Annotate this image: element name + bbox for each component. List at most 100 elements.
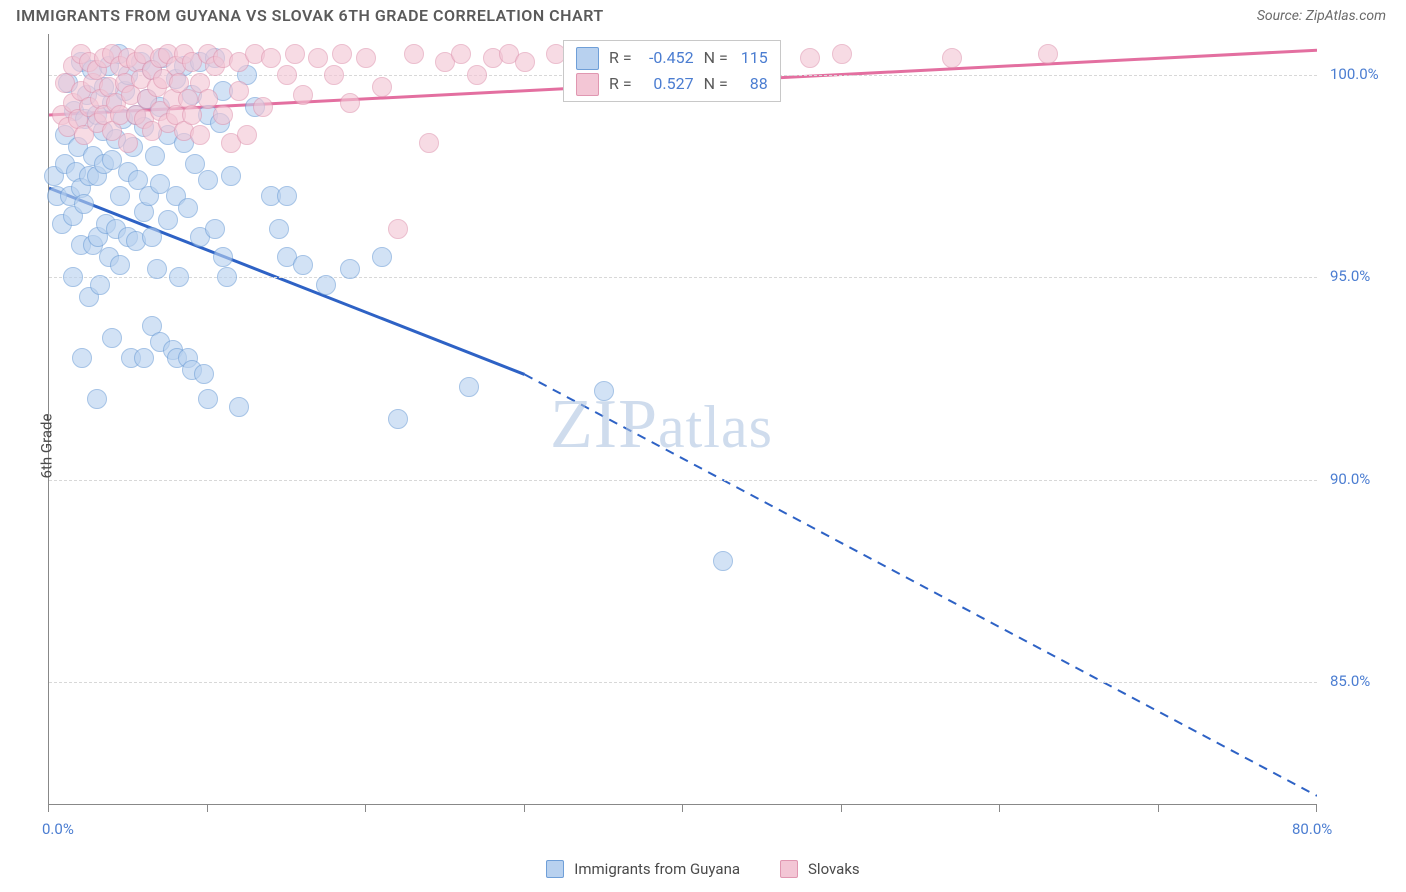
stats-row-slovaks: R = 0.527 N = 88 [576,71,768,97]
scatter-point [277,186,297,206]
legend-label-slovaks: Slovaks [808,860,860,878]
x-tick [682,804,683,812]
scatter-point [332,44,352,64]
scatter-point [90,275,110,295]
legend-swatch-guyana [546,860,564,878]
y-tick-label: 85.0% [1330,672,1370,690]
scatter-point [190,125,210,145]
scatter-point [237,125,257,145]
x-tick [999,804,1000,812]
scatter-point [942,48,962,68]
scatter-point [145,146,165,166]
scatter-point [229,397,249,417]
stats-n-slovaks: 88 [734,71,768,97]
scatter-point [142,227,162,247]
scatter-point [213,105,233,125]
scatter-point [388,409,408,429]
x-tick [841,804,842,812]
stats-n-guyana: 115 [734,45,768,71]
stats-text-slovaks: R = 0.527 N = 88 [609,71,768,97]
scatter-point [419,133,439,153]
scatter-point [269,219,289,239]
scatter-point [388,219,408,239]
scatter-point [467,65,487,85]
scatter-point [198,170,218,190]
scatter-point [832,44,852,64]
x-tick [524,804,525,812]
stats-box: R = -0.452 N = 115 R = 0.527 N = 88 [563,40,781,102]
scatter-point [169,267,189,287]
scatter-point [178,198,198,218]
y-tick-label: 95.0% [1330,267,1370,285]
scatter-point [285,44,305,64]
gridline-h [49,682,1317,683]
scatter-point [308,48,328,68]
scatter-point [87,389,107,409]
scatter-point [277,65,297,85]
scatter-point [324,65,344,85]
y-tick-label: 100.0% [1330,65,1379,83]
x-tick-label: 0.0% [42,820,74,838]
x-tick [365,804,366,812]
legend-swatch-slovaks [780,860,798,878]
scatter-point [182,105,202,125]
y-tick-label: 90.0% [1330,470,1370,488]
scatter-point [253,97,273,117]
scatter-point [217,267,237,287]
scatter-point [147,259,167,279]
scatter-point [293,255,313,275]
scatter-point [198,89,218,109]
stats-swatch-slovaks [576,73,599,96]
scatter-point [293,85,313,105]
scatter-point [134,348,154,368]
plot-area [48,34,1317,805]
x-tick [1316,804,1317,812]
chart-title: IMMIGRANTS FROM GUYANA VS SLOVAK 6TH GRA… [16,6,604,25]
scatter-point [205,219,225,239]
x-tick-label: 80.0% [1292,820,1332,838]
scatter-point [261,48,281,68]
source-label: Source: ZipAtlas.com [1257,8,1386,24]
x-tick [48,804,49,812]
scatter-point [1038,44,1058,64]
scatter-point [110,186,130,206]
scatter-point [340,93,360,113]
stats-r-guyana: -0.452 [638,45,694,71]
stats-r-slovaks: 0.527 [638,71,694,97]
y-axis-label: 6th Grade [37,414,55,479]
scatter-point [158,210,178,230]
legend-item-guyana: Immigrants from Guyana [546,860,740,878]
scatter-point [110,255,130,275]
scatter-point [74,194,94,214]
scatter-point [229,81,249,101]
x-tick [1158,804,1159,812]
stats-row-guyana: R = -0.452 N = 115 [576,45,768,71]
scatter-point [515,52,535,72]
scatter-point [221,166,241,186]
x-tick [207,804,208,812]
gridline-h [49,480,1317,481]
scatter-point [404,44,424,64]
scatter-point [118,133,138,153]
scatter-point [340,259,360,279]
scatter-point [316,275,336,295]
scatter-point [594,381,614,401]
scatter-point [451,44,471,64]
scatter-point [102,328,122,348]
scatter-point [372,247,392,267]
legend-label-guyana: Immigrants from Guyana [574,860,740,878]
stats-swatch-guyana [576,47,599,70]
scatter-point [198,389,218,409]
scatter-point [372,77,392,97]
stats-text-guyana: R = -0.452 N = 115 [609,45,768,71]
scatter-point [194,364,214,384]
scatter-point [356,48,376,68]
scatter-point [72,348,92,368]
scatter-point [800,48,820,68]
legend-item-slovaks: Slovaks [780,860,860,878]
bottom-legend: Immigrants from Guyana Slovaks [0,860,1406,878]
gridline-h [49,277,1317,278]
scatter-point [63,267,83,287]
scatter-point [459,377,479,397]
scatter-point [713,551,733,571]
